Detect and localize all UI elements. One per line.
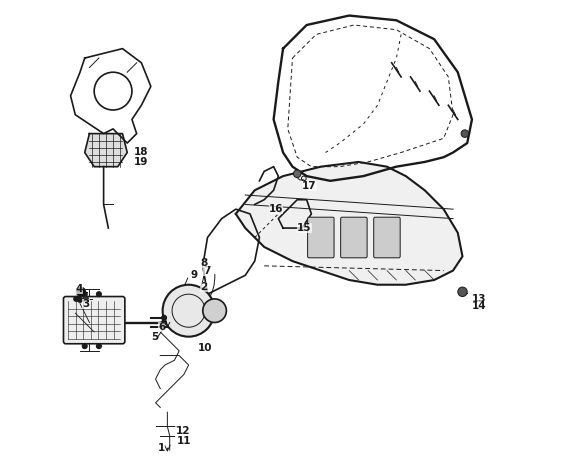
Text: 14: 14 [472, 301, 487, 311]
Text: 6: 6 [158, 322, 165, 332]
Text: 15: 15 [297, 223, 312, 233]
Text: 11: 11 [177, 436, 191, 446]
Text: 17: 17 [302, 180, 316, 190]
Circle shape [294, 170, 301, 178]
Circle shape [82, 344, 87, 349]
Text: 16: 16 [269, 204, 283, 214]
Circle shape [76, 287, 85, 296]
Text: 13: 13 [472, 294, 487, 304]
FancyBboxPatch shape [63, 296, 125, 344]
Circle shape [78, 297, 82, 302]
FancyBboxPatch shape [374, 217, 400, 258]
Text: 8: 8 [201, 258, 208, 268]
Circle shape [163, 285, 215, 337]
Circle shape [97, 344, 101, 349]
Text: 12: 12 [176, 426, 190, 436]
Polygon shape [85, 133, 127, 167]
Circle shape [74, 296, 78, 301]
Circle shape [461, 130, 469, 137]
Text: 2: 2 [201, 282, 208, 292]
Circle shape [161, 315, 166, 320]
Circle shape [83, 296, 88, 302]
Polygon shape [236, 162, 463, 285]
Circle shape [97, 292, 101, 296]
Text: 19: 19 [135, 157, 149, 167]
FancyBboxPatch shape [340, 217, 367, 258]
Text: 18: 18 [135, 148, 149, 158]
Circle shape [458, 287, 467, 296]
Text: 3: 3 [82, 299, 90, 309]
Text: 1: 1 [158, 443, 165, 453]
Circle shape [161, 320, 166, 325]
FancyBboxPatch shape [308, 217, 334, 258]
Text: 10: 10 [198, 343, 212, 353]
Text: 7: 7 [203, 266, 210, 276]
Text: 9: 9 [191, 270, 198, 280]
Text: 4: 4 [75, 285, 82, 294]
Circle shape [82, 292, 87, 296]
Text: 5: 5 [151, 332, 158, 342]
Circle shape [203, 299, 226, 323]
